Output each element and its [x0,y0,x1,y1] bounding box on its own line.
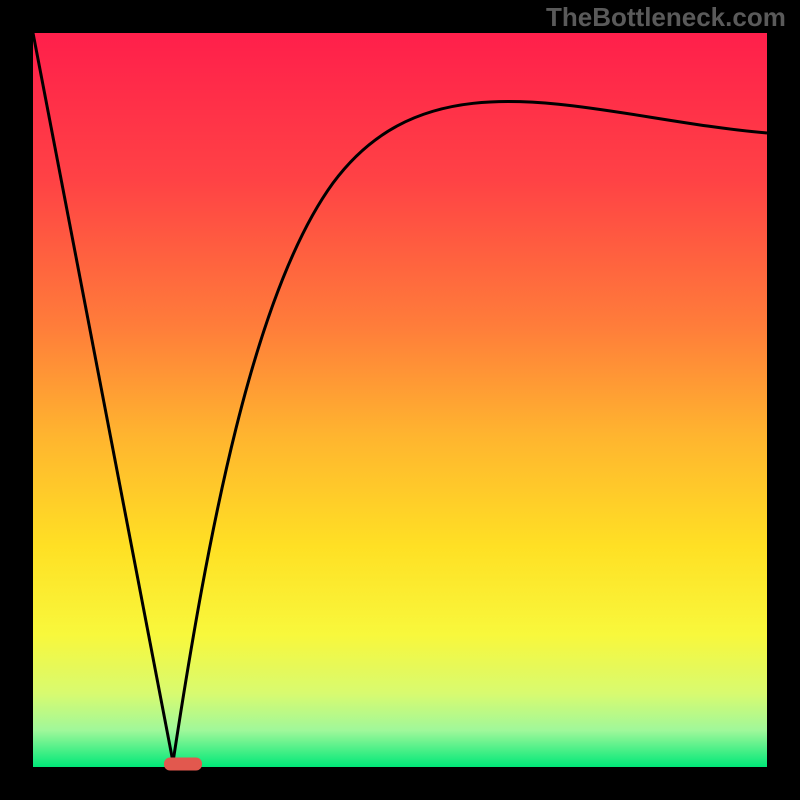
chart-container: TheBottleneck.com [0,0,800,800]
chart-svg [0,0,800,800]
plot-gradient [33,33,767,767]
minimum-marker [164,758,202,771]
watermark-text: TheBottleneck.com [546,2,786,33]
